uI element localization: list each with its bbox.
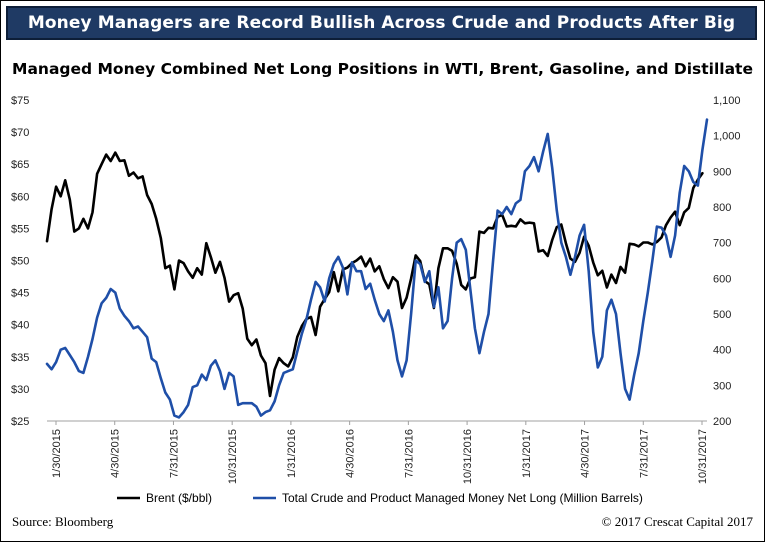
chart-title: Managed Money Combined Net Long Position… (12, 60, 753, 78)
x-tick-label: 4/30/2015 (110, 429, 122, 478)
x-tick-label: 7/31/2016 (403, 429, 415, 478)
y-right-tick-label: 300 (713, 380, 731, 392)
y-left-tick-label: $70 (11, 127, 29, 139)
x-tick-label: 10/31/2016 (462, 429, 474, 484)
x-tick-label: 10/31/2017 (697, 429, 709, 484)
y-left-tick-label: $75 (11, 95, 29, 107)
x-tick-label: 4/30/2017 (580, 429, 592, 478)
legend: Brent ($/bbl) Total Crude and Product Man… (117, 491, 643, 505)
x-tick-label: 7/31/2015 (168, 429, 180, 478)
y-right-tick-label: 600 (713, 273, 731, 285)
y-left-tick-label: $45 (11, 288, 29, 300)
y-left-tick-label: $30 (11, 384, 29, 396)
y-left-tick-label: $35 (11, 352, 29, 364)
x-tick-label: 1/31/2017 (521, 429, 533, 478)
y-left-tick-label: $65 (11, 159, 29, 171)
x-tick-label: 4/30/2016 (345, 429, 357, 478)
y-right-tick-label: 1,100 (713, 95, 741, 107)
x-tick-label: 7/31/2017 (638, 429, 650, 478)
x-tick-label: 10/31/2015 (227, 429, 239, 484)
legend-label-brent: Brent ($/bbl) (146, 491, 212, 505)
brent-series-line (45, 151, 704, 398)
copyright-note: © 2017 Crescat Capital 2017 (601, 514, 753, 529)
y-right-tick-label: 200 (713, 416, 731, 428)
net-long-series-line (45, 118, 709, 419)
series-layer (45, 118, 709, 419)
x-tick-label: 1/31/2016 (286, 429, 298, 478)
y-right-tick-label: 900 (713, 166, 731, 178)
legend-label-net-long: Total Crude and Product Managed Money Ne… (282, 491, 643, 505)
y-left-tick-label: $55 (11, 223, 29, 235)
y-left-tick-label: $40 (11, 320, 29, 332)
y-right-tick-label: 1,000 (713, 131, 741, 143)
y-left-tick-label: $50 (11, 256, 29, 268)
banner-title: Money Managers are Record Bullish Across… (6, 6, 757, 63)
source-note: Source: Bloomberg (12, 514, 114, 529)
y-right-tick-label: 500 (713, 309, 731, 321)
y-right-tick-label: 700 (713, 238, 731, 250)
y-left-tick-label: $60 (11, 191, 29, 203)
x-tick-label: 1/30/2015 (51, 429, 63, 478)
y-left-tick-label: $25 (11, 416, 29, 428)
y-right-tick-label: 400 (713, 345, 731, 357)
axes-layer: $25 $30 $35 $40 $45 $50 $55 $60 $65 $70 $75 200 300 4… (11, 95, 741, 484)
y-right-tick-label: 800 (713, 202, 731, 214)
